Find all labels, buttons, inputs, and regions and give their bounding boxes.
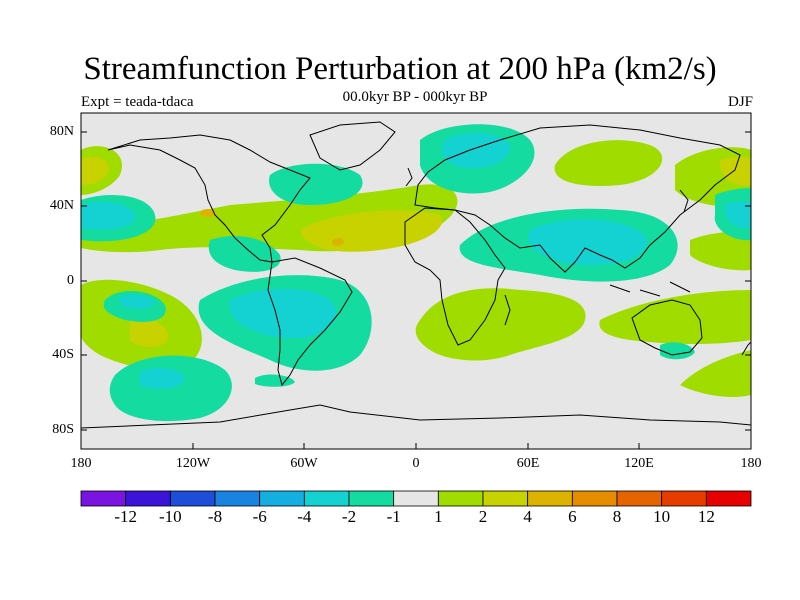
coastline-eurasia: [414, 124, 741, 273]
chart-title: Streamfunction Perturbation at 200 hPa (…: [83, 51, 717, 87]
lon-label-60e: 60E: [516, 456, 540, 471]
colorbar-swatch: [214, 490, 261, 507]
lat-label-80s: 80S: [52, 422, 74, 437]
experiment-label: Expt = teada-tdaca: [81, 94, 194, 110]
colorbar-label: 4: [523, 507, 532, 526]
positive-region: [690, 231, 751, 271]
negative-strong-region: [528, 219, 647, 265]
lat-label-40n: 40N: [49, 198, 74, 213]
colorbar-swatch: [125, 490, 171, 507]
season-label: DJF: [727, 94, 753, 110]
colorbar-swatch: [80, 490, 127, 507]
coastline-indonesia: [609, 281, 691, 297]
positive-strong-region: [719, 157, 751, 186]
coastline-australia: [631, 299, 703, 356]
lon-ticks: [80, 443, 752, 449]
colorbar-swatch: [437, 490, 484, 507]
lat-label-0: 0: [67, 273, 74, 288]
colorbar-label: 12: [697, 507, 715, 526]
lon-label-180w: 180: [70, 456, 92, 471]
colorbar-swatch: [527, 490, 573, 507]
colorbar-label: -2: [341, 507, 357, 526]
colorbar-swatch: [169, 490, 216, 507]
coastline-japan: [679, 189, 689, 213]
lon-label-60w: 60W: [290, 456, 318, 471]
negative-strong-region: [140, 368, 185, 390]
lon-label-180e: 180: [740, 456, 762, 471]
negative-region: [208, 235, 281, 272]
coastline-greenland: [309, 121, 396, 171]
colorbar-label: -12: [114, 507, 137, 526]
coastline-uk: [405, 167, 413, 187]
coastline-madagascar: [504, 294, 511, 326]
coastline-nz: [741, 341, 751, 356]
negative-strong-region: [229, 288, 336, 339]
chart-subtitle: 00.0kyr BP - 000kyr BP: [342, 89, 488, 105]
colorbar-swatch: [348, 490, 395, 507]
colorbar-label: 1: [434, 507, 443, 526]
colorbar-label: -6: [252, 507, 267, 526]
positive-strong-region: [130, 318, 169, 348]
colorbar-swatch: [616, 490, 663, 507]
colorbar-swatch: [571, 490, 618, 507]
positive-peak-region: [332, 238, 344, 246]
colorbar-label: 10: [653, 507, 671, 526]
colorbar-label: -1: [386, 507, 401, 526]
negative-region: [660, 342, 695, 360]
lat-ticks: [81, 131, 751, 431]
lat-label-80n: 80N: [49, 124, 74, 139]
colorbar-swatch: [259, 490, 305, 507]
lat-label-40s: 40S: [52, 347, 74, 362]
colorbar-swatch: [705, 490, 752, 507]
coastline-antarctica: [81, 404, 751, 429]
colorbar-swatch: [482, 490, 529, 507]
colorbar-label: -4: [297, 507, 312, 526]
negative-strong-regions: [81, 133, 751, 390]
lon-label-0: 0: [412, 456, 420, 471]
lon-label-120e: 120E: [624, 456, 654, 471]
colorbar-swatch: [393, 490, 439, 507]
positive-strong-region: [81, 156, 109, 185]
coastline-north-america: [107, 134, 311, 263]
colorbar-swatch: [303, 490, 350, 507]
colorbar-swatch: [661, 490, 707, 507]
coastline-africa: [404, 207, 506, 346]
coastline-south-america: [267, 257, 353, 387]
colorbar-label: -10: [158, 507, 182, 526]
negative-strong-region: [724, 201, 751, 229]
positive-peak-region: [200, 209, 216, 217]
map-field: [81, 113, 751, 449]
colorbar-label: -8: [207, 507, 223, 526]
lon-label-120w: 120W: [175, 456, 211, 471]
colorbar-label: 8: [612, 507, 622, 526]
positive-region: [415, 288, 586, 361]
negative-region: [255, 374, 295, 387]
colorbar-label: 2: [478, 507, 488, 526]
colorbar-label: 6: [568, 507, 577, 526]
positive-region: [554, 140, 663, 186]
coastlines: [81, 121, 751, 429]
negative-region: [269, 163, 363, 205]
positive-region: [680, 350, 751, 397]
colorbar: [80, 490, 752, 507]
negative-strong-region: [120, 294, 155, 309]
positive-region: [599, 290, 751, 345]
negative-strong-region: [81, 201, 136, 230]
